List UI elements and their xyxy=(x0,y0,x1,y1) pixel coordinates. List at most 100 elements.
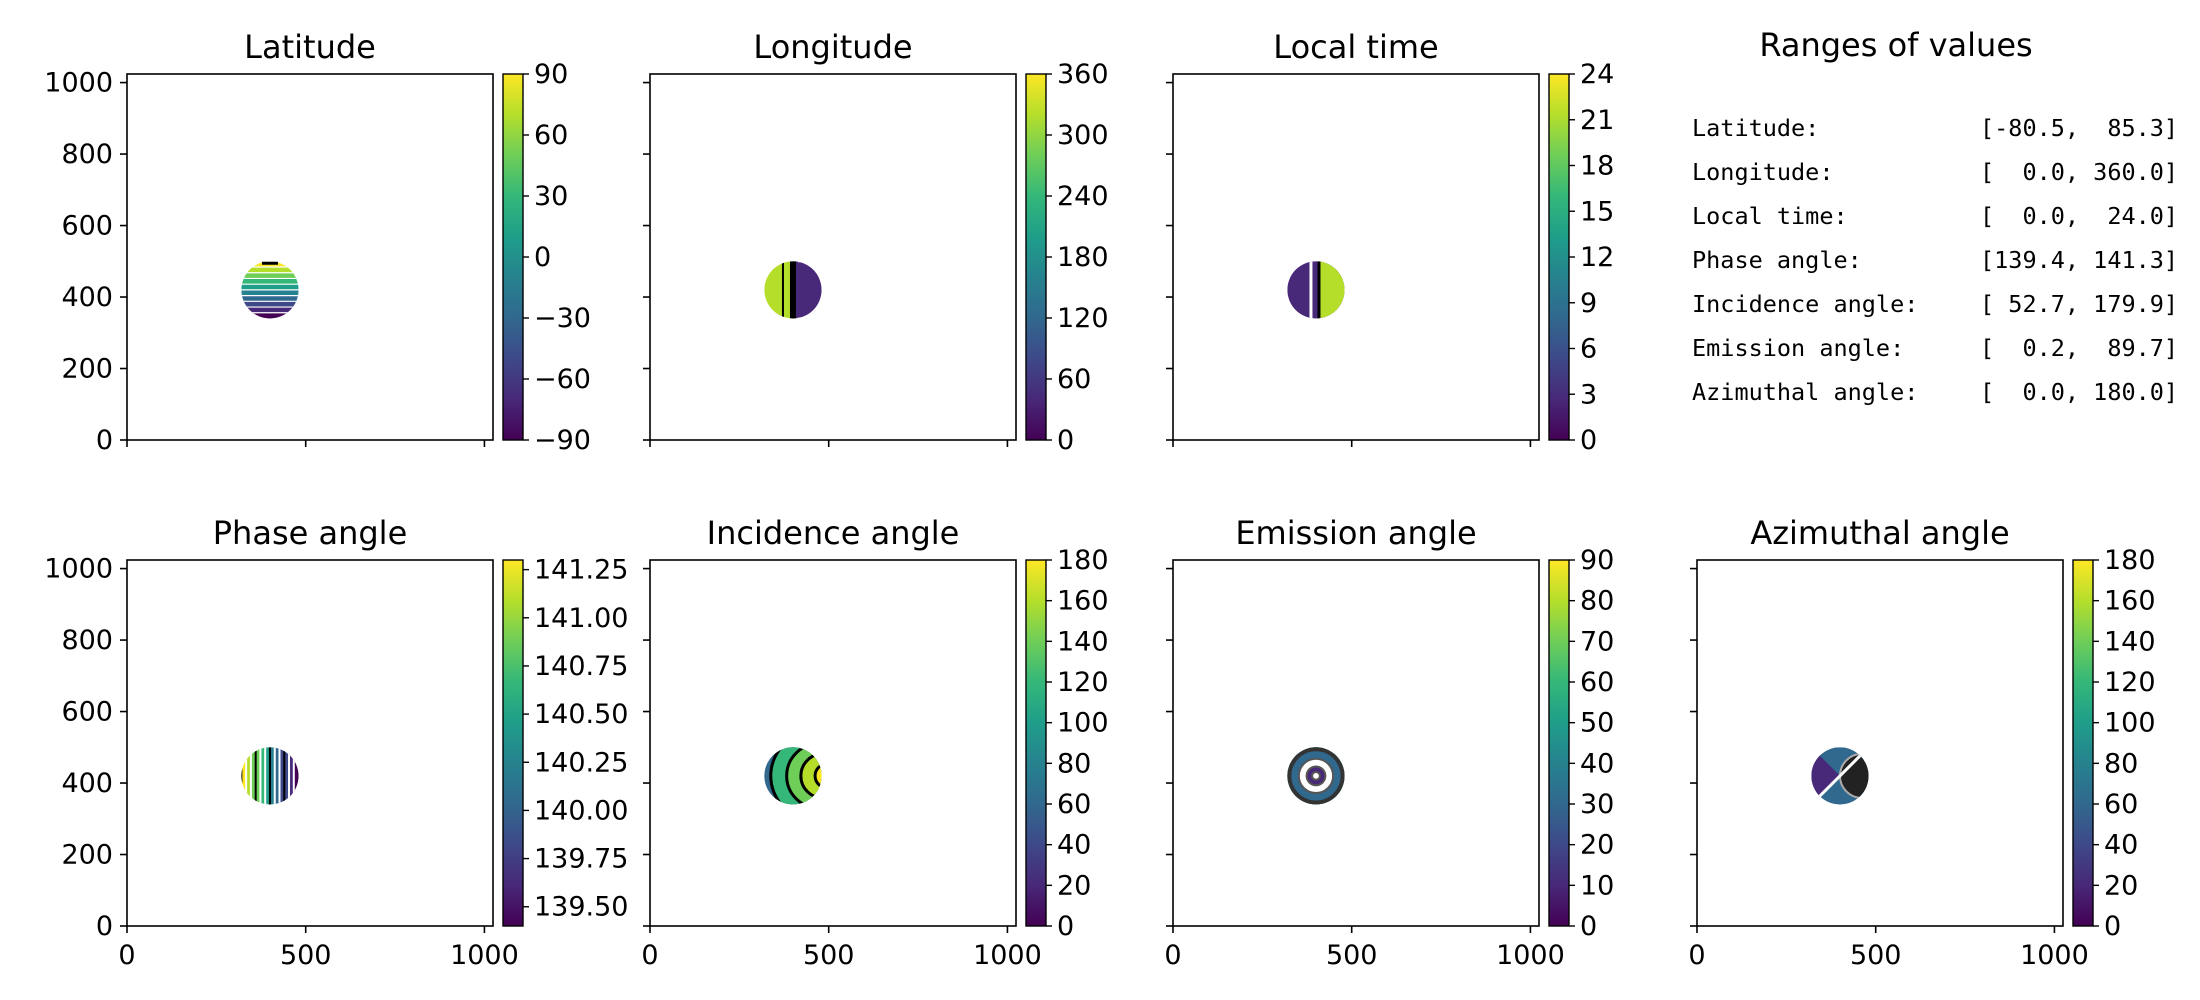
axes-frame xyxy=(1172,73,1540,441)
colorbar-tick-label: 120 xyxy=(2104,667,2156,698)
colorbar-tick-label: 18 xyxy=(1580,151,1614,182)
y-tick-label: 1000 xyxy=(44,68,113,99)
x-tick-label: 500 xyxy=(1326,940,1378,971)
ranges-row: Longitude: [ 0.0, 360.0] xyxy=(1692,150,2178,194)
colorbar-tick-label: 0 xyxy=(2104,911,2121,942)
ranges-panel: Ranges of values Latitude: [-80.5, 85.3] L… xyxy=(1686,22,2186,422)
colorbar-tick-label: 20 xyxy=(1580,830,1614,861)
colorbar-tick-label: 3 xyxy=(1580,379,1597,410)
panel-title: Local time xyxy=(1273,28,1438,66)
colorbar-tick-label: 90 xyxy=(534,59,568,90)
ranges-row: Phase angle: [139.4, 141.3] xyxy=(1692,238,2178,282)
ranges-label: Emission angle: xyxy=(1692,334,1905,362)
colorbar xyxy=(2072,559,2094,927)
ranges-label: Latitude: xyxy=(1692,114,1820,142)
colorbar xyxy=(1548,73,1570,441)
ranges-value: [139.4, 141.3] xyxy=(1980,246,2179,274)
ranges-row: Azimuthal angle: [ 0.0, 180.0] xyxy=(1692,370,2178,414)
axes-frame xyxy=(126,73,494,441)
colorbar-tick-label: 160 xyxy=(1057,586,1109,617)
colorbar-tick-label: 80 xyxy=(2104,748,2138,779)
y-tick-label: 1000 xyxy=(44,554,113,585)
colorbar-tick-label: 24 xyxy=(1580,59,1614,90)
colorbar-tick-label: 40 xyxy=(1580,748,1614,779)
x-tick-label: 1000 xyxy=(973,940,1042,971)
y-tick-label: 600 xyxy=(61,697,113,728)
colorbar xyxy=(502,73,524,441)
planet-disc xyxy=(764,261,822,319)
colorbar-tick-label: 30 xyxy=(534,181,568,212)
colorbar-tick-label: 140.75 xyxy=(534,651,628,682)
colorbar-tick-label: 139.50 xyxy=(534,892,628,923)
y-tick-label: 200 xyxy=(61,840,113,871)
colorbar-tick-label: 20 xyxy=(1057,870,1091,901)
ranges-label: Longitude: xyxy=(1692,158,1834,186)
ranges-value: [-80.5, 85.3] xyxy=(1980,114,2179,142)
planet-disc xyxy=(764,747,822,805)
x-tick-label: 0 xyxy=(118,940,135,971)
colorbar-tick-label: 9 xyxy=(1580,288,1597,319)
colorbar xyxy=(1025,73,1047,441)
panel-title: Emission angle xyxy=(1235,514,1476,552)
ranges-row: Incidence angle: [ 52.7, 179.9] xyxy=(1692,282,2178,326)
x-tick-label: 500 xyxy=(280,940,332,971)
panel-inc: Incidence angle 0 500 1000 180 160 140 120 100 80… xyxy=(641,514,1108,971)
colorbar-tick-label: 100 xyxy=(2104,708,2156,739)
colorbar-tick-label: 10 xyxy=(1580,870,1614,901)
axes-frame xyxy=(649,73,1017,441)
axes-frame xyxy=(649,559,1017,927)
planet-disc xyxy=(1811,747,1869,805)
panel-az: Azimuthal angle 0 500 1000 180 160 140 120 100 80… xyxy=(1688,514,2155,971)
colorbar-tick-label: 0 xyxy=(1057,425,1074,456)
panel-title: Phase angle xyxy=(213,514,408,552)
colorbar-tick-label: 0 xyxy=(1057,911,1074,942)
colorbar-tick-label: 6 xyxy=(1580,334,1597,365)
panel-em: Emission angle 0 500 1000 90 80 70 60 50 40 30 20 10… xyxy=(1164,514,1614,971)
x-tick-label: 0 xyxy=(1688,940,1705,971)
y-tick-label: 600 xyxy=(61,211,113,242)
colorbar-tick-label: 240 xyxy=(1057,181,1109,212)
colorbar-tick-label: 60 xyxy=(1580,667,1614,698)
colorbar-tick-label: 180 xyxy=(1057,242,1109,273)
colorbar-tick-label: 60 xyxy=(1057,364,1091,395)
colorbar-tick-label: 40 xyxy=(1057,830,1091,861)
colorbar-tick-label: 180 xyxy=(2104,545,2156,576)
x-tick-label: 0 xyxy=(641,940,658,971)
colorbar-tick-label: 0 xyxy=(534,242,551,273)
colorbar-tick-label: 80 xyxy=(1057,748,1091,779)
colorbar-tick-label: 300 xyxy=(1057,120,1109,151)
x-tick-label: 1000 xyxy=(1496,940,1565,971)
y-tick-label: 800 xyxy=(61,139,113,170)
colorbar-tick-label: −90 xyxy=(534,425,591,456)
axes-frame xyxy=(1172,559,1540,927)
axes-frame xyxy=(1696,559,2064,927)
ranges-value: [ 0.2, 89.7] xyxy=(1980,334,2179,362)
y-tick-label: 400 xyxy=(61,282,113,313)
colorbar-tick-label: 15 xyxy=(1580,196,1614,227)
colorbar-tick-label: 100 xyxy=(1057,708,1109,739)
colorbar-tick-label: 180 xyxy=(1057,545,1109,576)
ranges-value: [ 0.0, 24.0] xyxy=(1980,202,2179,230)
panel-title: Azimuthal angle xyxy=(1750,514,2009,552)
ranges-label: Phase angle: xyxy=(1692,246,1862,274)
colorbar-tick-label: 140.25 xyxy=(534,747,628,778)
y-tick-label: 0 xyxy=(96,911,113,942)
panel-ph: Phase angle 0 200 400 600 800 1000 0 500 1000 141.… xyxy=(44,514,628,971)
colorbar-tick-label: −30 xyxy=(534,303,591,334)
ranges-table: Latitude: [-80.5, 85.3] Longitude: [ 0.0, 3… xyxy=(1692,106,2178,414)
colorbar-tick-label: 60 xyxy=(2104,789,2138,820)
y-tick-label: 400 xyxy=(61,768,113,799)
y-tick-label: 0 xyxy=(96,425,113,456)
colorbar-tick-label: 141.25 xyxy=(534,555,628,586)
ranges-title: Ranges of values xyxy=(1759,26,2033,64)
colorbar-tick-label: 20 xyxy=(2104,870,2138,901)
ranges-row: Local time: [ 0.0, 24.0] xyxy=(1692,194,2178,238)
colorbar-tick-label: 160 xyxy=(2104,586,2156,617)
x-tick-label: 500 xyxy=(1850,940,1902,971)
y-tick-label: 800 xyxy=(61,625,113,656)
planet-disc xyxy=(241,261,299,319)
x-tick-label: 1000 xyxy=(2020,940,2089,971)
colorbar xyxy=(1548,559,1570,927)
panel-title: Longitude xyxy=(753,28,912,66)
ranges-value: [ 0.0, 180.0] xyxy=(1980,378,2179,406)
